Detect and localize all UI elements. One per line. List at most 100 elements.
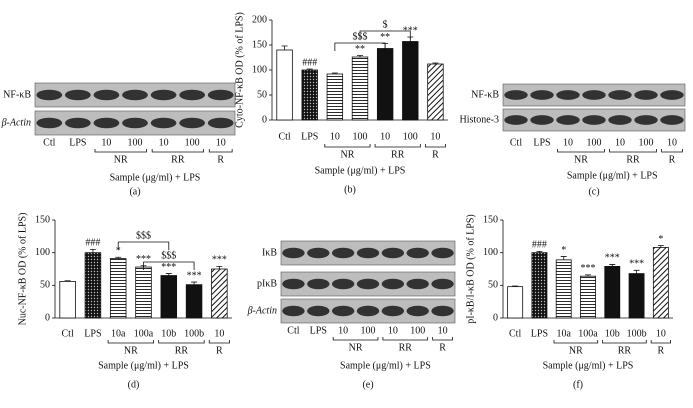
y-tick-label: 50 [40, 280, 50, 291]
x-tick-label: 10 [380, 131, 390, 142]
x-tick-label: 100 [353, 131, 368, 142]
lane-label: 10 [159, 137, 169, 148]
group-label: NR [569, 345, 583, 356]
blot-row-label: NF-κB [3, 89, 31, 100]
significance-label: * [658, 234, 663, 245]
x-tick-label: 100b [627, 328, 647, 339]
caption: (e) [362, 379, 373, 390]
group-line [208, 149, 233, 153]
lane-label: 10 [338, 325, 348, 336]
significance-label: *** [605, 253, 620, 264]
blot-band [122, 117, 148, 129]
lane-label: Ctl [287, 325, 299, 336]
error-bar [512, 285, 519, 287]
blot-band [282, 247, 305, 259]
blot-band [307, 247, 330, 259]
caption: (d) [128, 379, 140, 390]
x-tick-label: 100a [578, 328, 598, 339]
blot-band [530, 115, 554, 125]
blot-row-label: NF-κB [471, 89, 499, 100]
blot-band [556, 90, 580, 100]
y-tick-label: 0 [45, 312, 50, 323]
significance-label: ### [85, 238, 100, 249]
comparison-bracket [334, 42, 386, 51]
error-bar [657, 245, 664, 248]
y-tick-label: 150 [483, 214, 498, 225]
blot-band [356, 305, 380, 317]
y-tick-label: 100 [35, 247, 50, 258]
error-bar [191, 281, 198, 285]
error-bar [585, 274, 591, 277]
lane-label: 10 [615, 137, 625, 148]
error-bar [536, 250, 543, 253]
blot-band [608, 90, 632, 100]
blot-band [530, 90, 554, 100]
group-label: NR [349, 342, 363, 353]
error-bar [89, 249, 96, 253]
x-axis-label: Sample (μg/ml) + LPS [110, 172, 201, 183]
y-tick-label: 150 [252, 39, 267, 50]
blot-band [150, 117, 177, 129]
blot-band [207, 89, 234, 101]
blot-band [556, 115, 580, 125]
y-tick-label: 200 [252, 14, 267, 25]
blot-band [65, 89, 91, 101]
bar [555, 259, 572, 319]
y-tick-label: 50 [488, 280, 498, 291]
blot-band [207, 117, 234, 129]
blot-band [331, 278, 355, 290]
bar [376, 48, 394, 121]
group-label: NR [114, 154, 128, 165]
comparison-label: $$$ [161, 250, 176, 261]
lane-label: 100 [410, 325, 425, 336]
error-bar [165, 273, 172, 276]
blot-band [282, 278, 305, 290]
lane-label: 10 [563, 137, 573, 148]
blot-band [93, 117, 120, 129]
significance-label: *** [187, 270, 202, 281]
comparison-bracket [143, 261, 195, 270]
bar [604, 265, 621, 319]
bar [507, 286, 524, 319]
x-tick-label: 10 [214, 328, 224, 339]
y-tick-label: 100 [252, 64, 267, 75]
blot-row-label: β-Actin [1, 117, 31, 128]
blot-band [36, 89, 63, 101]
blot-band [381, 305, 405, 317]
x-tick-label: 10a [556, 328, 571, 339]
group-line [553, 340, 599, 344]
caption: (a) [129, 186, 140, 197]
significance-label: *** [136, 254, 151, 265]
group-label: R [669, 154, 676, 165]
group-label: RR [175, 345, 189, 356]
group-label: RR [391, 149, 405, 160]
blot-band [282, 305, 305, 317]
lane-label: LPS [533, 137, 550, 148]
blot-band [122, 89, 148, 101]
significance-label: *** [161, 262, 176, 273]
x-tick-label: Ctl [278, 131, 290, 142]
y-axis-label: pI-κB/I-κB OD (% of LPS) [465, 214, 476, 324]
group-line [324, 144, 371, 148]
error-bar [115, 256, 122, 259]
group-label: RR [618, 345, 632, 356]
group-line [94, 149, 147, 153]
bar [652, 247, 669, 319]
group-label: R [216, 345, 223, 356]
x-tick-label: 10 [656, 328, 666, 339]
blot-band [179, 89, 205, 101]
blot-band [431, 247, 454, 259]
lane-label: 100 [128, 137, 143, 148]
x-tick-label: LPS [84, 328, 101, 339]
bar [59, 281, 76, 319]
comparison-bracket [359, 30, 411, 39]
error-bar [432, 62, 439, 64]
blot-band [179, 117, 205, 129]
x-tick-label: 100b [184, 328, 204, 339]
group-line [158, 340, 205, 344]
lane-label: LPS [310, 325, 327, 336]
group-line [424, 144, 446, 148]
blot-band [634, 115, 658, 125]
blot-band [65, 117, 91, 129]
